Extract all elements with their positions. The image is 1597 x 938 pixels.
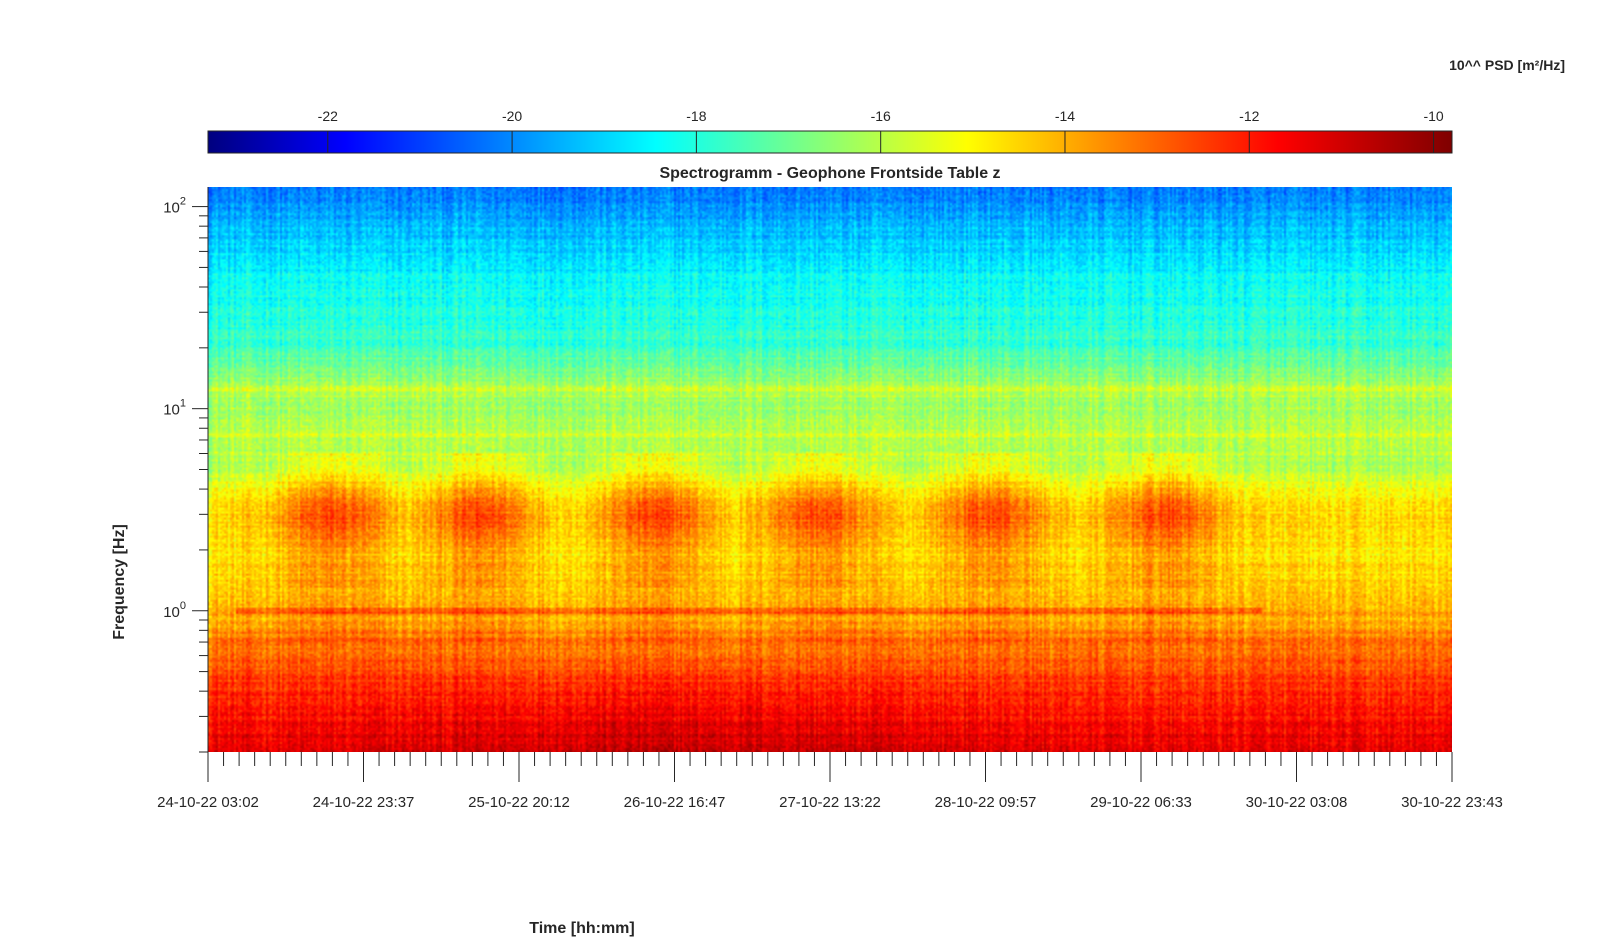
y-axis-label: Frequency [Hz] [111, 524, 128, 640]
y-tick-label: 102 [163, 196, 186, 217]
plot-area [208, 187, 1452, 752]
spectrogram-heatmap [208, 187, 1452, 752]
colorbar-tick-label: -22 [318, 108, 338, 124]
x-tick-label: 24-10-22 23:37 [313, 794, 415, 811]
y-tick-label: 100 [163, 600, 186, 621]
x-tick-label: 24-10-22 03:02 [157, 794, 259, 811]
x-tick-label: 29-10-22 06:33 [1090, 794, 1192, 811]
y-tick-label: 101 [163, 398, 186, 419]
x-tick-label: 25-10-22 20:12 [468, 794, 570, 811]
colorbar-tick-label: -20 [502, 108, 522, 124]
colorbar-title: 10^^ PSD [m²/Hz] [1449, 57, 1565, 73]
y-axis: 102 101 100 [163, 187, 209, 753]
colorbar-tick-label: -10 [1423, 108, 1443, 124]
colorbar-tick-label: -14 [1055, 108, 1075, 124]
x-tick-label: 27-10-22 13:22 [779, 794, 881, 811]
x-tick-label: 26-10-22 16:47 [624, 794, 726, 811]
colorbar-gradient [207, 130, 1453, 154]
x-tick-label: 30-10-22 03:08 [1246, 794, 1348, 811]
x-axis-label: Time [hh:mm] [529, 920, 634, 937]
colorbar-tick-label: -18 [686, 108, 706, 124]
x-axis: 24-10-22 03:02 24-10-22 23:37 25-10-22 20:… [157, 752, 1503, 811]
x-tick-label: 30-10-22 23:43 [1401, 794, 1503, 811]
x-tick-label: 28-10-22 09:57 [935, 794, 1037, 811]
colorbar-ticks: -22 -20 -18 -16 -14 -12 -10 [318, 108, 1444, 153]
chart-title: Spectrogramm - Geophone Frontside Table … [659, 165, 1000, 182]
colorbar: -22 -20 -18 -16 -14 -12 -10 10^^ PSD [m²/Hz] [207, 57, 1565, 154]
colorbar-tick-label: -16 [871, 108, 891, 124]
colorbar-tick-label: -12 [1239, 108, 1259, 124]
